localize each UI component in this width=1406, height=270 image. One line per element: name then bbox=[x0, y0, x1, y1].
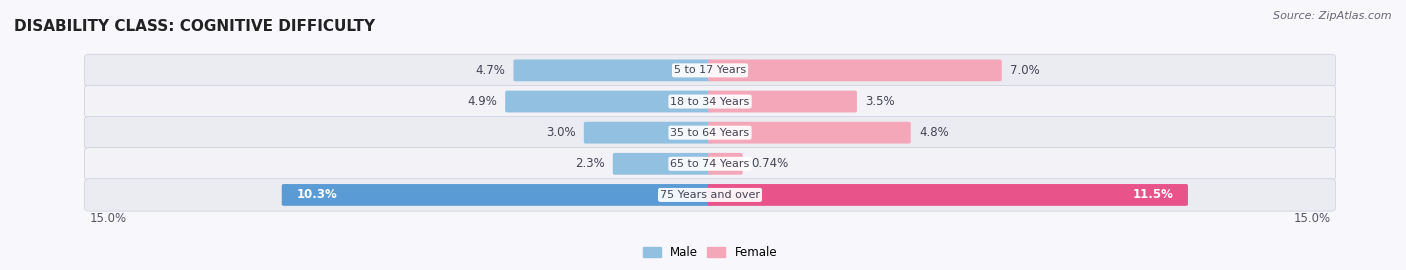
Text: 4.8%: 4.8% bbox=[920, 126, 949, 139]
FancyBboxPatch shape bbox=[84, 54, 1336, 87]
Text: 5 to 17 Years: 5 to 17 Years bbox=[673, 65, 747, 75]
Legend: Male, Female: Male, Female bbox=[638, 241, 782, 264]
FancyBboxPatch shape bbox=[709, 91, 856, 112]
FancyBboxPatch shape bbox=[513, 59, 711, 81]
Text: DISABILITY CLASS: COGNITIVE DIFFICULTY: DISABILITY CLASS: COGNITIVE DIFFICULTY bbox=[14, 19, 375, 34]
FancyBboxPatch shape bbox=[84, 116, 1336, 149]
Text: 15.0%: 15.0% bbox=[90, 212, 127, 225]
Text: 4.9%: 4.9% bbox=[467, 95, 496, 108]
FancyBboxPatch shape bbox=[505, 91, 711, 112]
FancyBboxPatch shape bbox=[583, 122, 711, 144]
Text: 4.7%: 4.7% bbox=[475, 64, 505, 77]
Text: 65 to 74 Years: 65 to 74 Years bbox=[671, 159, 749, 169]
Text: 7.0%: 7.0% bbox=[1010, 64, 1040, 77]
Text: 3.0%: 3.0% bbox=[546, 126, 575, 139]
Text: 0.74%: 0.74% bbox=[751, 157, 789, 170]
Text: 35 to 64 Years: 35 to 64 Years bbox=[671, 128, 749, 138]
Text: 2.3%: 2.3% bbox=[575, 157, 605, 170]
FancyBboxPatch shape bbox=[709, 184, 1188, 206]
Text: Source: ZipAtlas.com: Source: ZipAtlas.com bbox=[1274, 11, 1392, 21]
FancyBboxPatch shape bbox=[709, 59, 1001, 81]
FancyBboxPatch shape bbox=[84, 85, 1336, 118]
FancyBboxPatch shape bbox=[613, 153, 711, 175]
Text: 3.5%: 3.5% bbox=[865, 95, 894, 108]
Text: 10.3%: 10.3% bbox=[297, 188, 337, 201]
FancyBboxPatch shape bbox=[281, 184, 711, 206]
Text: 18 to 34 Years: 18 to 34 Years bbox=[671, 97, 749, 107]
FancyBboxPatch shape bbox=[709, 153, 742, 175]
Text: 15.0%: 15.0% bbox=[1294, 212, 1330, 225]
Text: 11.5%: 11.5% bbox=[1133, 188, 1174, 201]
FancyBboxPatch shape bbox=[709, 122, 911, 144]
Text: 75 Years and over: 75 Years and over bbox=[659, 190, 761, 200]
FancyBboxPatch shape bbox=[84, 179, 1336, 211]
FancyBboxPatch shape bbox=[84, 148, 1336, 180]
